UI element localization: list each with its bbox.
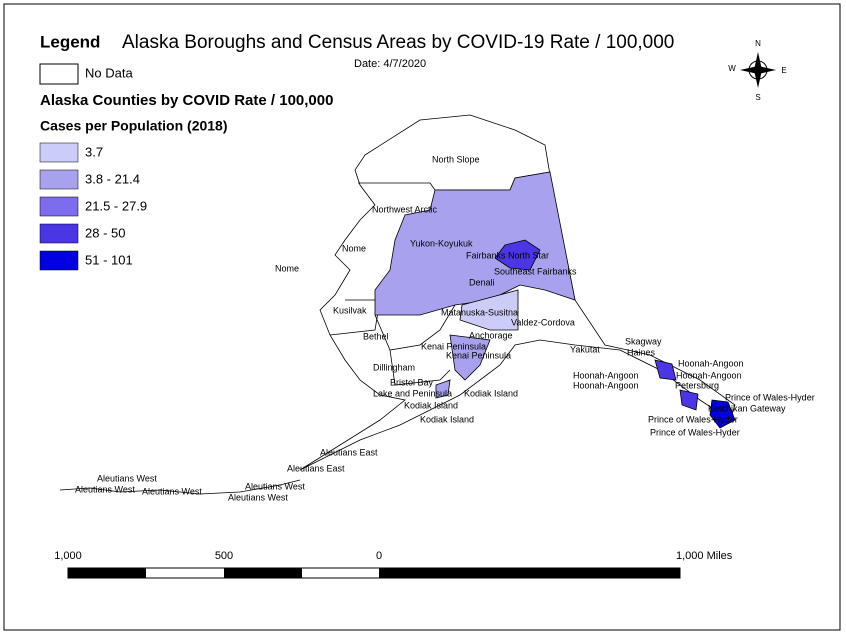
region-label: Skagway xyxy=(625,336,662,346)
date: Date: 4/7/2020 xyxy=(354,58,426,70)
region-label: Bethel xyxy=(363,331,389,341)
region-label: Kodiak Island xyxy=(420,414,474,424)
region-label: Hoonah-Angoon xyxy=(573,380,639,390)
map-shapes xyxy=(59,114,736,495)
no-data-label: No Data xyxy=(85,65,133,80)
legend-classes: 3.7 3.8 - 21.4 21.5 - 27.9 28 - 50 51 - 101 xyxy=(39,142,147,271)
region-label: Aleutians West xyxy=(245,481,305,491)
region-label: Anchorage xyxy=(469,330,513,340)
region-label: Haines xyxy=(627,347,656,357)
region-label: Hoonah-Angoon xyxy=(678,358,744,368)
region-label: Southeast Fairbanks xyxy=(494,266,577,276)
region-label: Kusilvak xyxy=(333,305,367,315)
legend-swatch xyxy=(39,250,79,271)
region-label: Denali xyxy=(469,277,495,287)
legend-word: Legend xyxy=(40,32,100,51)
legend-swatch xyxy=(39,223,79,244)
legend-swatch xyxy=(39,169,79,190)
region-label: Aleutians West xyxy=(228,492,288,502)
layer-title: Alaska Counties by COVID Rate / 100,000 xyxy=(40,92,333,109)
region-label: Dillingham xyxy=(373,362,415,372)
compass: N W E S xyxy=(728,39,786,102)
scale-label: 1,000 xyxy=(54,550,82,562)
legend-label: 3.7 xyxy=(85,144,103,159)
legend-swatch xyxy=(39,196,79,217)
title: Alaska Boroughs and Census Areas by COVI… xyxy=(122,32,674,53)
region-label: Bristol Bay xyxy=(390,377,434,387)
no-data-swatch xyxy=(39,63,79,85)
scale-labels: 1,000 500 0 1,000 Miles xyxy=(54,550,733,562)
field-title: Cases per Population (2018) xyxy=(40,118,228,134)
region-label: Petersburg xyxy=(675,380,719,390)
region-label: Hoonah-Angoon xyxy=(676,370,742,380)
region-label: Kenai Peninsula xyxy=(446,350,511,360)
legend-swatch xyxy=(39,142,79,163)
scale-label: 1,000 Miles xyxy=(676,550,733,562)
region-label: Kodiak Island xyxy=(464,388,518,398)
compass-e: E xyxy=(781,66,786,75)
scale-label: 500 xyxy=(215,550,233,562)
region-label: Matanuska-Susitna xyxy=(441,307,518,317)
region-label: Prince of Wales-Hyder xyxy=(650,427,740,437)
region-label: Yakutat xyxy=(570,344,600,354)
scale-bar xyxy=(67,567,681,579)
legend-label: 28 - 50 xyxy=(85,225,125,240)
region-label: Aleutians West xyxy=(75,484,135,494)
region-label: Lake and Peninsula xyxy=(373,388,452,398)
region-label: Aleutians West xyxy=(97,473,157,483)
region-label: Kenai Peninsula xyxy=(421,341,486,351)
legend-label: 51 - 101 xyxy=(85,252,133,267)
region-label: Hoonah-Angoon xyxy=(573,370,639,380)
region-label: Northwest Arctic xyxy=(372,204,438,214)
legend-label: 3.8 - 21.4 xyxy=(85,171,140,186)
compass-w: W xyxy=(728,64,736,73)
region-label: Kodiak Island xyxy=(404,400,458,410)
scale-label: 0 xyxy=(376,550,382,562)
map-labels: North Slope Northwest Arctic Nome Nome Yukon… xyxy=(75,154,815,502)
region-label: Prince of Wales-Hyder xyxy=(648,414,738,424)
region-label: Aleutians East xyxy=(320,447,378,457)
compass-s: S xyxy=(755,93,760,102)
region-label: Ketchikan Gateway xyxy=(708,403,786,413)
legend-label: 21.5 - 27.9 xyxy=(85,198,147,213)
region-label: Fairbanks North Star xyxy=(466,250,549,260)
region-label: Nome xyxy=(275,263,299,273)
region-label: Prince of Wales-Hyder xyxy=(725,392,815,402)
region-label: North Slope xyxy=(432,154,480,164)
region-label: Yukon-Koyukuk xyxy=(410,238,473,248)
region-label: Aleutians West xyxy=(142,486,202,496)
region-label: Aleutians East xyxy=(287,463,345,473)
compass-n: N xyxy=(755,39,761,48)
region-label: Valdez-Cordova xyxy=(511,317,575,327)
region-label: Nome xyxy=(342,243,366,253)
